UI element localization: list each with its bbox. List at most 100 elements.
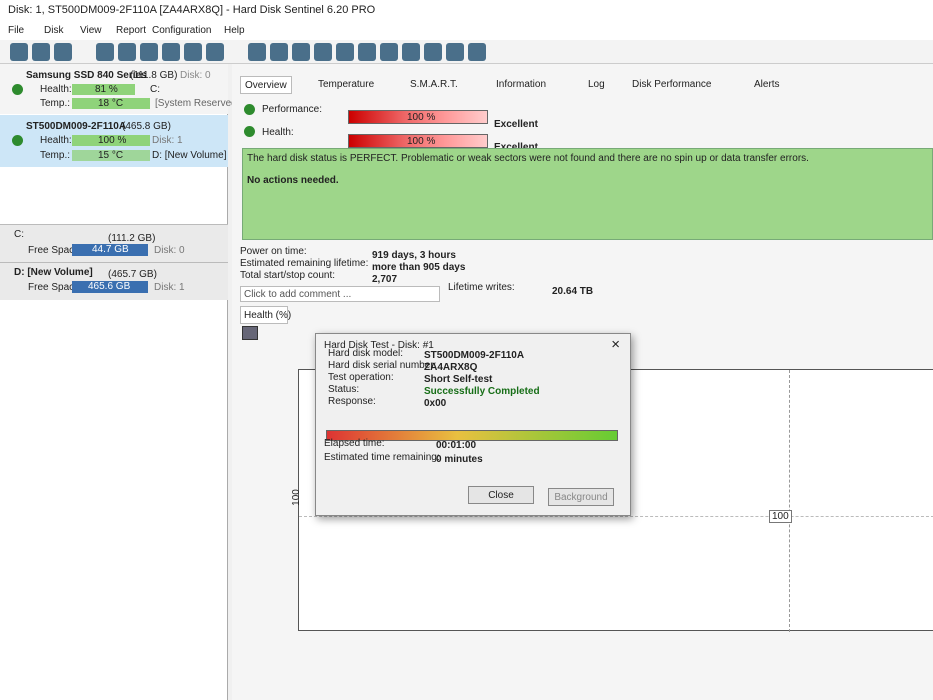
field-value: ZA4ARX8Q [424, 362, 478, 373]
time-label: Estimated time remaining: [324, 452, 440, 463]
field-value: ST500DM009-2F110A [424, 350, 525, 361]
shape: Power on time: 919 days, 3 hours Estimated… [240, 246, 930, 294]
field-label: Hard disk serial number: [328, 360, 437, 371]
label: 100 [769, 510, 792, 523]
toolbar-button[interactable] [446, 43, 464, 61]
status: The hard disk status is PERFECT. Problem… [242, 148, 933, 240]
shape: Overview Temperature S.M.A.R.T. Information… [232, 64, 933, 96]
hbar [72, 98, 150, 109]
label: 44.7 GB [72, 244, 148, 256]
fill [349, 135, 487, 147]
tab[interactable]: Log [588, 79, 605, 90]
ok [12, 135, 23, 146]
left: Samsung SSD 840 Series (111.8 GB) Disk: … [0, 64, 239, 700]
stat-value: more than 905 days [372, 262, 466, 273]
toolbar-button[interactable] [32, 43, 50, 61]
menu-item[interactable]: File [8, 25, 25, 36]
field-label: Response: [328, 396, 376, 407]
menu-item[interactable]: Report [116, 25, 147, 36]
toolbar-button[interactable] [54, 43, 72, 61]
titlebar: Disk: 1, ST500DM009-2F110A [ZA4ARX8Q] - … [0, 0, 933, 22]
chart-tab: Health (%) [240, 306, 291, 324]
label: 100 % [407, 112, 436, 123]
tab[interactable]: Overview [240, 76, 292, 94]
toolbar-button[interactable] [96, 43, 114, 61]
stat-label: Power on time: [240, 246, 307, 257]
toolbar-button[interactable] [140, 43, 158, 61]
time-value: 0 minutes [436, 454, 483, 465]
label: 465.6 GB [72, 281, 148, 293]
btn[interactable]: Background [548, 488, 614, 506]
toolbar-button[interactable] [380, 43, 398, 61]
toolbar-button[interactable] [10, 43, 28, 61]
tab[interactable]: S.M.A.R.T. [410, 79, 458, 90]
label: Disk: 0 [180, 70, 211, 81]
track: 100 % [348, 110, 488, 124]
label: (465.7 GB) [108, 269, 157, 280]
label: Disk: 0 [154, 245, 185, 256]
b: ST500DM009-2F110A [26, 121, 127, 132]
tab[interactable]: Information [496, 79, 547, 90]
label: (465.8 GB) [122, 121, 171, 132]
label: 100 % [98, 135, 127, 146]
field-label: Hard disk model: [328, 348, 404, 359]
menu-item[interactable]: View [80, 25, 102, 36]
label: D: [New Volume] [152, 150, 227, 161]
label: Disk: 1 [152, 135, 183, 146]
vol0: C: (111.2 GB) Free Space 44.7 GB Disk: 0 [0, 224, 228, 262]
shape [72, 150, 150, 161]
menu-item[interactable]: Disk [44, 25, 64, 36]
label: 100 [290, 489, 302, 506]
toolbar-button[interactable] [358, 43, 376, 61]
label: Health: [40, 135, 72, 146]
ok [244, 104, 255, 115]
label: 100 % [407, 136, 436, 147]
toolbar-button[interactable] [292, 43, 310, 61]
label: (111.2 GB) [108, 233, 156, 244]
tab[interactable]: Temperature [318, 79, 375, 90]
toolbar-button[interactable] [206, 43, 224, 61]
disk1: ST500DM009-2F110A (465.8 GB) Health: 100… [0, 115, 228, 167]
stat-label: Total start/stop count: [240, 270, 336, 281]
shape: × [611, 336, 620, 353]
toolbar-button[interactable] [118, 43, 136, 61]
label: Disk: 1 [154, 282, 185, 293]
menu: File Disk View Report Configuration Help [0, 22, 933, 40]
menu-item[interactable]: Configuration [152, 25, 212, 36]
toolbar-button[interactable] [248, 43, 266, 61]
shape [326, 430, 618, 441]
disk0: Samsung SSD 840 Series (111.8 GB) Disk: … [0, 64, 239, 114]
stat-value: 919 days, 3 hours [372, 250, 456, 261]
b: Excellent [494, 119, 538, 130]
label: Lifetime writes: [448, 282, 515, 293]
toolbar-button[interactable] [336, 43, 354, 61]
toolbar-button[interactable] [184, 43, 202, 61]
toolbar-button[interactable] [314, 43, 332, 61]
toolbar-button[interactable] [424, 43, 442, 61]
toolbar-button[interactable] [468, 43, 486, 61]
label: C: [150, 84, 160, 95]
tab[interactable]: Alerts [754, 79, 780, 90]
tab[interactable]: Disk Performance [632, 79, 712, 90]
track: 100 % [348, 134, 488, 148]
ok [12, 84, 23, 95]
toolbar-button[interactable] [270, 43, 288, 61]
btn[interactable]: Close [468, 486, 534, 504]
b: Samsung SSD 840 Series [26, 70, 147, 81]
comment: Click to add comment ... [240, 286, 440, 302]
shape [299, 516, 933, 517]
label: 15 °C [98, 150, 124, 161]
menu-item[interactable]: Help [224, 25, 245, 36]
label: 18 °C [98, 98, 124, 109]
label: C: [14, 229, 24, 240]
vol1: D: [New Volume] (465.7 GB) Free Space 46… [0, 262, 228, 300]
field-value: Short Self-test [424, 374, 493, 385]
hbar [72, 84, 136, 95]
toolbar-button[interactable] [402, 43, 420, 61]
label: Temp.: [40, 98, 71, 109]
label: (111.8 GB) [130, 70, 178, 81]
toolbar-button[interactable] [162, 43, 180, 61]
label: [System Reserved] [155, 98, 240, 109]
shape [789, 370, 790, 632]
